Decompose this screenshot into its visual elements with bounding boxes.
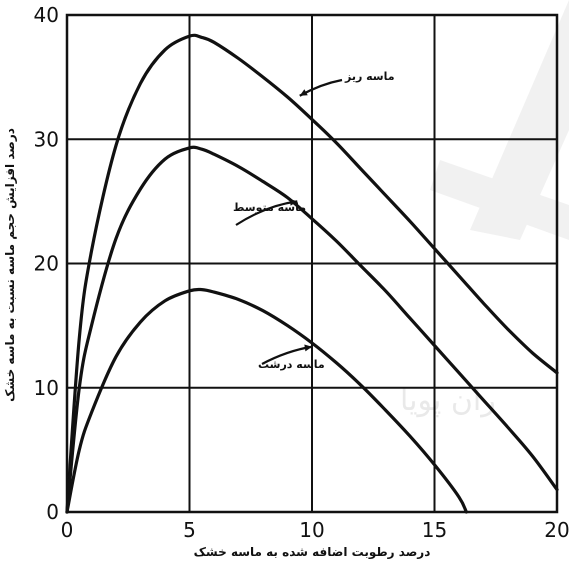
series-annotation: ماسه درشت (258, 344, 325, 371)
arrowhead (289, 198, 298, 206)
arrowhead (304, 344, 312, 352)
x-tick-label: 10 (299, 518, 324, 542)
series-line-coarse-sand (65, 287, 468, 514)
x-tick-label: 20 (544, 518, 569, 542)
y-tick-label: 30 (34, 127, 59, 151)
series-line-fine-sand (65, 33, 559, 514)
watermark-text: ران پویا (400, 383, 496, 418)
series-annotation-label: ماسه درشت (258, 358, 325, 371)
watermark: ران پویا (400, 0, 569, 418)
y-tick-label: 40 (34, 3, 59, 27)
x-axis-label: درصد رطوبت اضافه شده به ماسه خشک (194, 545, 431, 560)
y-axis-label: درصد افزایش حجم ماسه نسبت به ماسه خشک (3, 128, 17, 402)
grid (65, 13, 559, 514)
series-lines (65, 33, 559, 514)
series-line-medium-sand (65, 145, 559, 514)
series-annotation-label: ماسه ریز (344, 70, 395, 83)
series-annotation: ماسه متوسط (233, 198, 306, 226)
x-tick-label: 5 (183, 518, 196, 542)
x-tick-label: 15 (422, 518, 447, 542)
y-tick-label: 20 (34, 252, 59, 276)
arrowhead (299, 89, 308, 96)
x-tick-label: 0 (61, 518, 74, 542)
series-annotation: ماسه ریز (299, 70, 395, 97)
y-tick-label: 10 (34, 376, 59, 400)
series-annotations: ماسه ریز ماسه متوسط ماسه درشت (233, 70, 395, 371)
y-tick-label: 0 (46, 500, 59, 524)
tick-labels: 0 5 10 15 20 0 10 20 30 40 (34, 3, 569, 542)
